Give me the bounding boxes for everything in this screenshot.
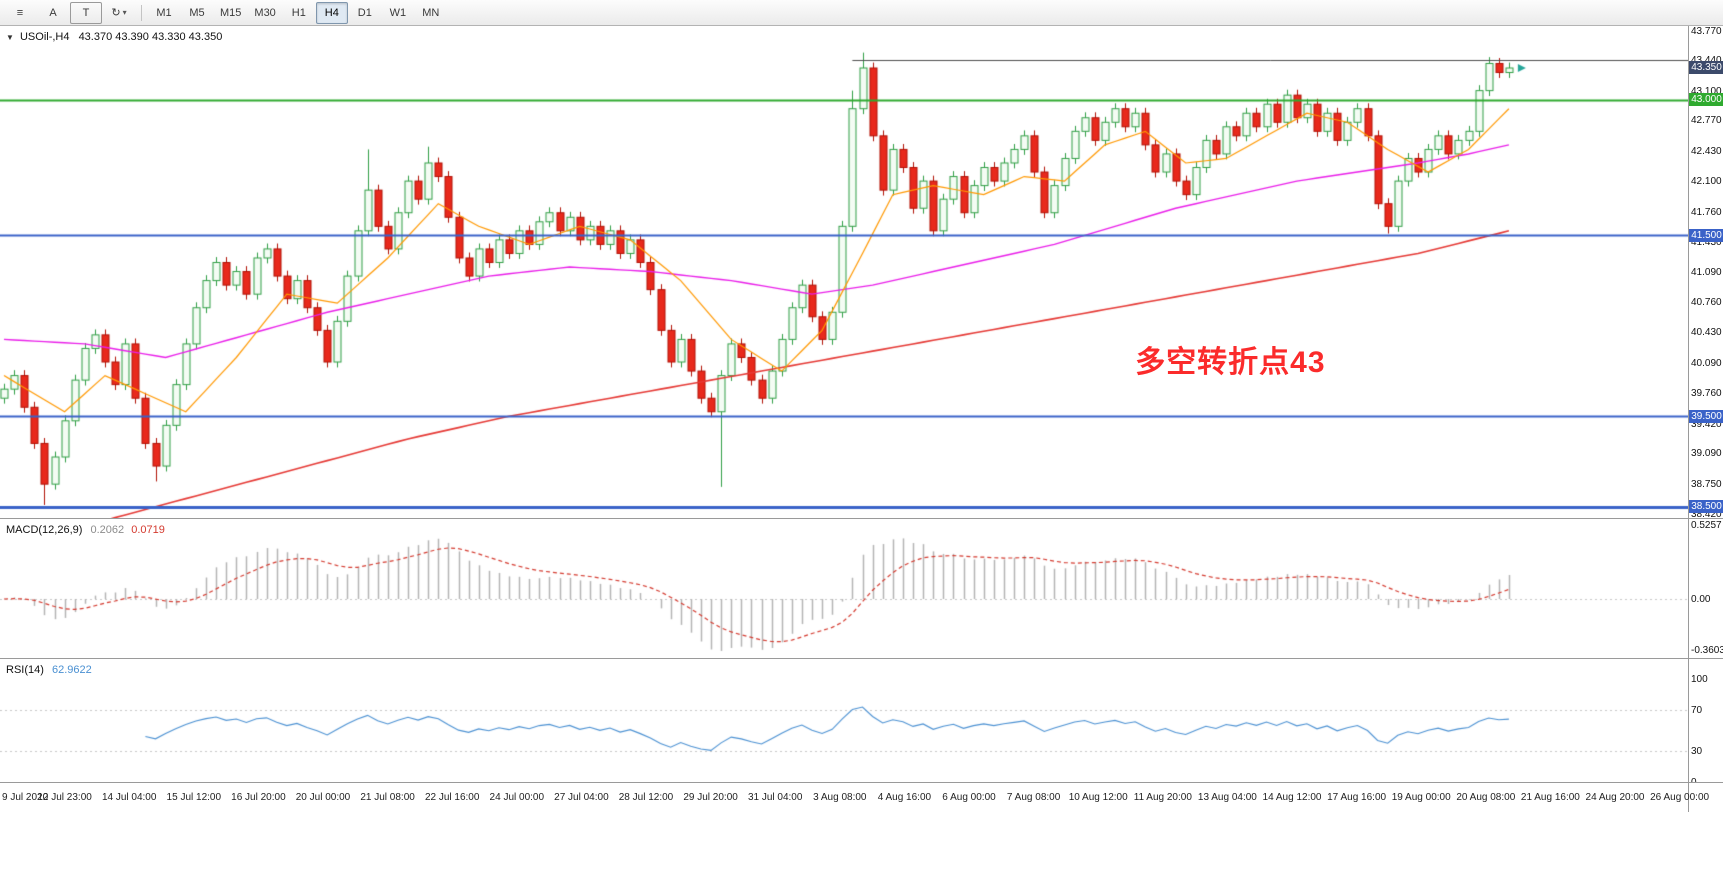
- time-tick-label: 4 Aug 16:00: [877, 792, 932, 803]
- cursor-tool-button[interactable]: A: [49, 6, 57, 19]
- rsi-value: 62.9622: [51, 664, 92, 676]
- rsi-title: RSI(14) 62.9622: [6, 664, 92, 676]
- timeframe-h1[interactable]: H1: [291, 6, 306, 19]
- time-tick-label: 14 Jul 04:00: [101, 792, 157, 803]
- price-badge: 38.500: [1689, 500, 1723, 514]
- timeframe-m5[interactable]: M5: [189, 6, 205, 19]
- time-tick-label: 20 Jul 00:00: [295, 792, 351, 803]
- chart-list-button[interactable]: ≡: [16, 6, 24, 19]
- rsi-panel: RSI(14) 62.9622 10070300: [0, 658, 1723, 788]
- annotation-text[interactable]: 多空转折点43: [1135, 345, 1326, 379]
- macd-panel: MACD(12,26,9) 0.2062 0.0719 0.5257 0.00 -0…: [0, 518, 1723, 658]
- axis-tick-label: 30: [1691, 746, 1703, 758]
- axis-tick-label: 41.430: [1691, 236, 1722, 248]
- time-tick-label: 7 Aug 08:00: [1006, 792, 1061, 803]
- macd-label: MACD(12,26,9): [6, 524, 83, 536]
- timeframe-m1[interactable]: M1: [156, 6, 172, 19]
- time-tick-label: 29 Jul 20:00: [683, 792, 738, 803]
- time-tick-label: 27 Jul 04:00: [554, 792, 609, 803]
- ohlc-label: 43.370 43.390 43.330 43.350: [78, 31, 223, 43]
- price-badge: 41.500: [1689, 228, 1723, 242]
- axis-tick-label: -0.3603: [1691, 644, 1723, 656]
- axis-tick-label: 43.770: [1691, 26, 1722, 37]
- axis-tick-label: 40.760: [1691, 297, 1722, 309]
- axis-tick-label: 38.750: [1691, 479, 1722, 491]
- time-tick-label: 21 Aug 16:00: [1520, 792, 1580, 803]
- macd-main-value: 0.2062: [90, 524, 125, 536]
- time-tick-label: 19 Aug 00:00: [1391, 792, 1451, 803]
- toolbar: ≡ A T ↻ ▾ M1 M5 M15 M30 H1 H4 D1 W1 MN: [0, 0, 1723, 26]
- axis-tick-label: 42.430: [1691, 146, 1722, 158]
- axis-tick-label: 39.760: [1691, 387, 1722, 399]
- time-tick-label: 13 Aug 04:00: [1197, 792, 1257, 803]
- main-chart-canvas[interactable]: [0, 26, 1688, 518]
- axis-tick-label: 38.420: [1691, 509, 1722, 520]
- time-tick-label: 20 Aug 08:00: [1456, 792, 1516, 803]
- price-badge: 43.350: [1689, 61, 1723, 75]
- axis-tick-label: 41.760: [1691, 206, 1722, 218]
- time-tick-label: 22 Jul 16:00: [424, 792, 480, 803]
- rsi-axis[interactable]: 10070300: [1688, 659, 1723, 788]
- axis-tick-label: 0.5257: [1691, 519, 1722, 531]
- axis-tick-label: 39.090: [1691, 448, 1722, 460]
- price-badge: 39.500: [1689, 409, 1723, 423]
- timeframe-m30[interactable]: M30: [254, 6, 276, 19]
- macd-axis[interactable]: 0.5257 0.00 -0.3603: [1688, 519, 1723, 658]
- axis-tick-label: 100: [1691, 674, 1708, 685]
- timeframe-w1[interactable]: W1: [389, 6, 407, 19]
- axis-tick-label: 39.420: [1691, 418, 1722, 430]
- time-tick-label: 16 Jul 20:00: [231, 792, 286, 803]
- axis-tick-label: 42.770: [1691, 115, 1722, 127]
- symbol-label: USOil-,H4: [19, 31, 70, 43]
- axis-tick-label: 43.440: [1691, 54, 1722, 66]
- time-tick-label: 15 Jul 12:00: [166, 792, 222, 803]
- time-tick-label: 24 Aug 20:00: [1585, 792, 1645, 803]
- time-tick-label: 26 Aug 00:00: [1650, 792, 1710, 803]
- time-tick-label: 31 Jul 04:00: [747, 792, 803, 803]
- time-tick-label: 10 Aug 12:00: [1068, 792, 1128, 803]
- time-axis[interactable]: 9 Jul 2020 12 Jul 23:00 14 Jul 04:00 15 Jul…: [0, 782, 1723, 812]
- time-tick-label: 24 Jul 00:00: [489, 792, 545, 803]
- axis-tick-label: 42.100: [1691, 176, 1722, 188]
- time-tick-label: 12 Jul 23:00: [37, 792, 92, 803]
- axis-tick-label: 70: [1691, 704, 1703, 716]
- time-tick-label: 11 Aug 20:00: [1133, 792, 1192, 803]
- axis-tick-label: 41.090: [1691, 267, 1722, 279]
- rsi-label: RSI(14): [6, 664, 44, 676]
- time-tick-label: 3 Aug 08:00: [813, 792, 867, 803]
- axis-tick-label: 43.100: [1691, 85, 1722, 97]
- timeframe-m15[interactable]: M15: [220, 6, 242, 19]
- macd-signal-value: 0.0719: [131, 524, 165, 536]
- template-button[interactable]: ↻ ▾: [111, 7, 127, 19]
- time-tick-label: 14 Aug 12:00: [1262, 792, 1322, 803]
- timeframe-d1[interactable]: D1: [357, 6, 372, 19]
- rsi-canvas[interactable]: [0, 659, 1688, 782]
- timeframe-h4[interactable]: H4: [315, 1, 348, 24]
- dropdown-caret-icon: ▾: [122, 8, 127, 17]
- time-axis-corner: [1688, 783, 1723, 812]
- chart-title: ▼ USOil-,H4 43.370 43.390 43.330 43.350: [6, 31, 222, 43]
- time-tick-label: 17 Aug 16:00: [1327, 792, 1387, 803]
- price-axis[interactable]: 43.770 43.440 43.100 42.770 42.430 42.100 41.7…: [1688, 26, 1723, 520]
- toolbar-separator: [141, 4, 142, 21]
- price-badge: 43.000: [1689, 93, 1723, 107]
- timeframe-mn[interactable]: MN: [422, 6, 440, 19]
- macd-canvas[interactable]: [0, 519, 1688, 658]
- main-chart-panel: ▼ USOil-,H4 43.370 43.390 43.330 43.350 …: [0, 26, 1723, 520]
- axis-tick-label: 40.430: [1691, 327, 1722, 339]
- time-tick-label: 21 Jul 08:00: [360, 792, 415, 803]
- collapse-icon[interactable]: ▼: [6, 33, 14, 42]
- text-tool-button[interactable]: T: [70, 1, 102, 24]
- time-tick-label: 28 Jul 12:00: [618, 792, 674, 803]
- macd-title: MACD(12,26,9) 0.2062 0.0719: [6, 524, 165, 536]
- bottom-space: [0, 812, 1723, 894]
- axis-tick-label: 0.00: [1691, 594, 1711, 605]
- time-tick-label: 6 Aug 00:00: [942, 792, 996, 803]
- axis-tick-label: 40.090: [1691, 357, 1722, 369]
- time-tick-label: 9 Jul 2020: [2, 792, 49, 803]
